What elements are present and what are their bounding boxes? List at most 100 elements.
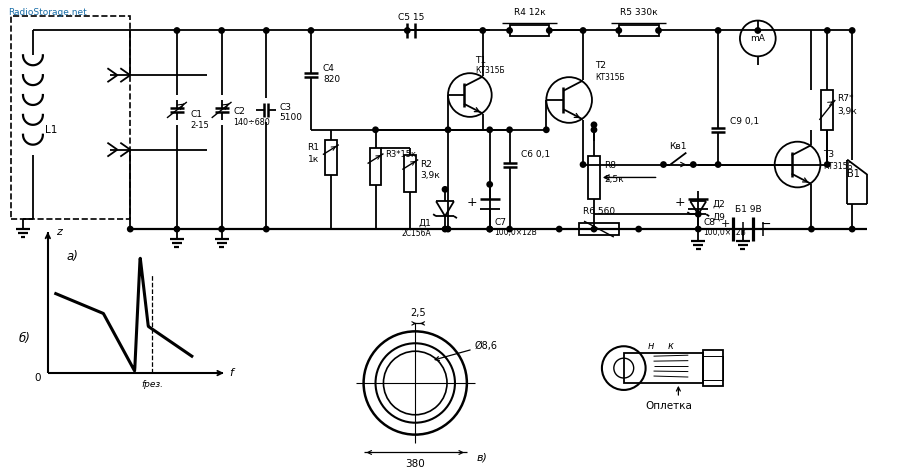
Text: в): в) bbox=[476, 453, 487, 463]
Text: f: f bbox=[230, 368, 233, 378]
Text: КТ315Б: КТ315Б bbox=[595, 73, 624, 81]
Text: 2,5к: 2,5к bbox=[604, 175, 623, 184]
Circle shape bbox=[825, 162, 830, 167]
Bar bbox=[588, 155, 600, 199]
Text: 100,0×12В: 100,0×12В bbox=[703, 227, 746, 236]
Text: 0: 0 bbox=[35, 373, 41, 383]
Text: 3,9к: 3,9к bbox=[837, 107, 857, 116]
Text: 140÷680: 140÷680 bbox=[233, 118, 270, 127]
Bar bbox=[822, 90, 833, 130]
Circle shape bbox=[174, 28, 179, 33]
Circle shape bbox=[696, 211, 701, 217]
Text: 380: 380 bbox=[405, 459, 425, 470]
Text: Д1: Д1 bbox=[418, 219, 431, 227]
Circle shape bbox=[636, 227, 641, 232]
Text: 3,9к: 3,9к bbox=[420, 171, 440, 180]
Text: R3*15к: R3*15к bbox=[386, 150, 416, 159]
Text: z: z bbox=[56, 227, 62, 237]
Text: Оплетка: Оплетка bbox=[645, 401, 692, 411]
Text: C4: C4 bbox=[323, 64, 335, 73]
Circle shape bbox=[656, 28, 661, 33]
Circle shape bbox=[696, 227, 701, 232]
Circle shape bbox=[487, 227, 492, 232]
Bar bbox=[509, 24, 549, 36]
Text: C9 0,1: C9 0,1 bbox=[730, 117, 759, 126]
Text: C7: C7 bbox=[494, 218, 507, 227]
Circle shape bbox=[405, 28, 410, 33]
Text: R7*: R7* bbox=[837, 94, 854, 103]
Text: н: н bbox=[648, 341, 654, 351]
Text: R8: R8 bbox=[604, 161, 616, 170]
Circle shape bbox=[446, 127, 450, 132]
Circle shape bbox=[661, 162, 666, 167]
Circle shape bbox=[580, 28, 586, 33]
Bar bbox=[325, 140, 336, 176]
Text: Д9: Д9 bbox=[712, 213, 725, 222]
Circle shape bbox=[219, 28, 224, 33]
Circle shape bbox=[616, 28, 622, 33]
Circle shape bbox=[591, 127, 597, 132]
Circle shape bbox=[309, 28, 313, 33]
Bar bbox=[11, 16, 130, 219]
Text: а): а) bbox=[66, 251, 79, 263]
Text: Кв1: Кв1 bbox=[670, 142, 687, 151]
Text: КТ315Б: КТ315Б bbox=[823, 162, 853, 171]
Text: C2: C2 bbox=[233, 107, 246, 116]
Circle shape bbox=[487, 182, 492, 187]
Text: 2С156А: 2С156А bbox=[401, 228, 431, 237]
Text: −: − bbox=[761, 218, 771, 231]
Text: R5 330к: R5 330к bbox=[620, 8, 658, 17]
Text: C5 15: C5 15 bbox=[398, 13, 424, 22]
Text: L1: L1 bbox=[45, 125, 57, 135]
Text: T2: T2 bbox=[595, 61, 606, 70]
Text: Д2: Д2 bbox=[712, 200, 725, 209]
Circle shape bbox=[809, 227, 814, 232]
Text: R1: R1 bbox=[307, 143, 319, 152]
Bar bbox=[703, 350, 723, 386]
Circle shape bbox=[442, 187, 448, 192]
Text: R2: R2 bbox=[420, 160, 432, 169]
Bar bbox=[703, 356, 723, 380]
Circle shape bbox=[127, 227, 133, 232]
Circle shape bbox=[373, 127, 378, 132]
Text: 100,0×12В: 100,0×12В bbox=[494, 227, 537, 236]
Text: fрез.: fрез. bbox=[141, 381, 163, 390]
Text: C1: C1 bbox=[191, 110, 203, 119]
Bar bbox=[405, 154, 416, 192]
Text: 1к: 1к bbox=[308, 155, 319, 164]
Circle shape bbox=[507, 28, 512, 33]
Circle shape bbox=[480, 28, 485, 33]
Circle shape bbox=[446, 227, 450, 232]
Text: Б1 9В: Б1 9В bbox=[735, 205, 762, 214]
Text: C8: C8 bbox=[703, 218, 715, 227]
Text: 820: 820 bbox=[323, 74, 340, 84]
Circle shape bbox=[442, 227, 448, 232]
Text: к: к bbox=[667, 341, 674, 351]
Circle shape bbox=[557, 227, 562, 232]
Text: R4 12к: R4 12к bbox=[514, 8, 545, 17]
Text: T1: T1 bbox=[475, 56, 486, 65]
Text: 2,5: 2,5 bbox=[411, 309, 426, 318]
Text: RadioStorage.net: RadioStorage.net bbox=[8, 8, 87, 16]
Text: 2-15: 2-15 bbox=[191, 122, 210, 130]
Circle shape bbox=[716, 28, 720, 33]
Text: +: + bbox=[675, 196, 685, 209]
Circle shape bbox=[580, 162, 586, 167]
Circle shape bbox=[219, 227, 224, 232]
Circle shape bbox=[264, 227, 269, 232]
Text: +: + bbox=[720, 219, 730, 229]
Bar bbox=[370, 147, 381, 186]
Circle shape bbox=[507, 227, 512, 232]
Circle shape bbox=[849, 227, 855, 232]
Circle shape bbox=[507, 127, 512, 132]
Circle shape bbox=[755, 28, 761, 33]
Text: C6 0,1: C6 0,1 bbox=[521, 150, 551, 159]
Circle shape bbox=[849, 28, 855, 33]
Circle shape bbox=[264, 28, 269, 33]
Text: б): б) bbox=[19, 332, 30, 345]
Text: R6 560: R6 560 bbox=[583, 207, 615, 216]
Circle shape bbox=[487, 227, 492, 232]
Bar bbox=[579, 223, 619, 235]
Circle shape bbox=[547, 28, 552, 33]
Text: В1: В1 bbox=[847, 170, 860, 179]
